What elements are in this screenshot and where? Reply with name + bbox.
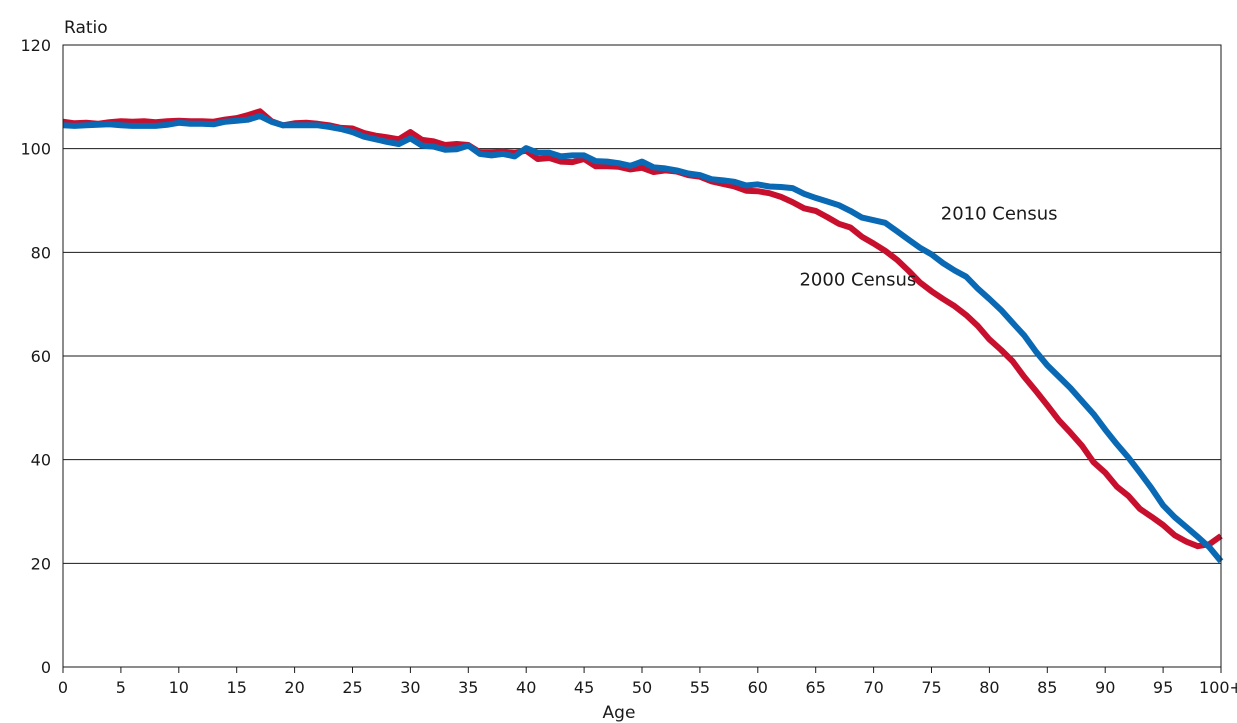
x-tick-label: 100+ bbox=[1199, 678, 1237, 697]
x-axis-title: Age bbox=[603, 703, 636, 723]
y-tick-label: 120 bbox=[20, 36, 51, 55]
x-tick-label: 20 bbox=[284, 678, 304, 697]
x-tick-label: 60 bbox=[748, 678, 768, 697]
x-tick-label: 15 bbox=[227, 678, 247, 697]
x-tick-label: 90 bbox=[1095, 678, 1115, 697]
x-tick-label: 55 bbox=[690, 678, 710, 697]
series-line-1 bbox=[62, 113, 1224, 564]
x-tick-label: 45 bbox=[574, 678, 594, 697]
x-tick-label: 10 bbox=[169, 678, 189, 697]
y-tick-label: 40 bbox=[31, 451, 51, 470]
y-tick-label: 60 bbox=[31, 347, 51, 366]
plot-frame bbox=[62, 44, 1222, 668]
x-tick-label: 0 bbox=[58, 678, 68, 697]
x-tick-label: 80 bbox=[979, 678, 999, 697]
x-tick-label: 95 bbox=[1153, 678, 1173, 697]
series-lines bbox=[62, 108, 1224, 564]
x-tick-label: 70 bbox=[863, 678, 883, 697]
y-axis-ticks: 0 20 40 60 80 100 120 bbox=[20, 36, 51, 677]
y-axis-title: Ratio bbox=[64, 18, 108, 38]
y-tick-label: 100 bbox=[20, 140, 51, 159]
x-tick-label: 65 bbox=[806, 678, 826, 697]
y-tick-label: 0 bbox=[41, 658, 51, 677]
x-axis-ticks: 0 5 10 15 20 25 30 35 40 45 50 55 60 65 70 75 80 85 90 95 10… bbox=[58, 667, 1237, 697]
y-tick-label: 20 bbox=[31, 554, 51, 573]
x-tick-label: 40 bbox=[516, 678, 536, 697]
series-line-0 bbox=[62, 108, 1223, 550]
x-tick-label: 5 bbox=[116, 678, 126, 697]
series-label: 2010 Census bbox=[941, 204, 1058, 225]
x-tick-label: 75 bbox=[921, 678, 941, 697]
y-tick-label: 80 bbox=[31, 243, 51, 262]
x-tick-label: 25 bbox=[342, 678, 362, 697]
gridlines bbox=[63, 148, 1221, 564]
x-tick-label: 30 bbox=[400, 678, 420, 697]
series-label: 2000 Census bbox=[799, 270, 916, 291]
x-tick-label: 85 bbox=[1037, 678, 1057, 697]
x-tick-label: 50 bbox=[632, 678, 652, 697]
series-labels: 2010 Census 2000 Census bbox=[799, 204, 1057, 291]
x-tick-label: 35 bbox=[458, 678, 478, 697]
